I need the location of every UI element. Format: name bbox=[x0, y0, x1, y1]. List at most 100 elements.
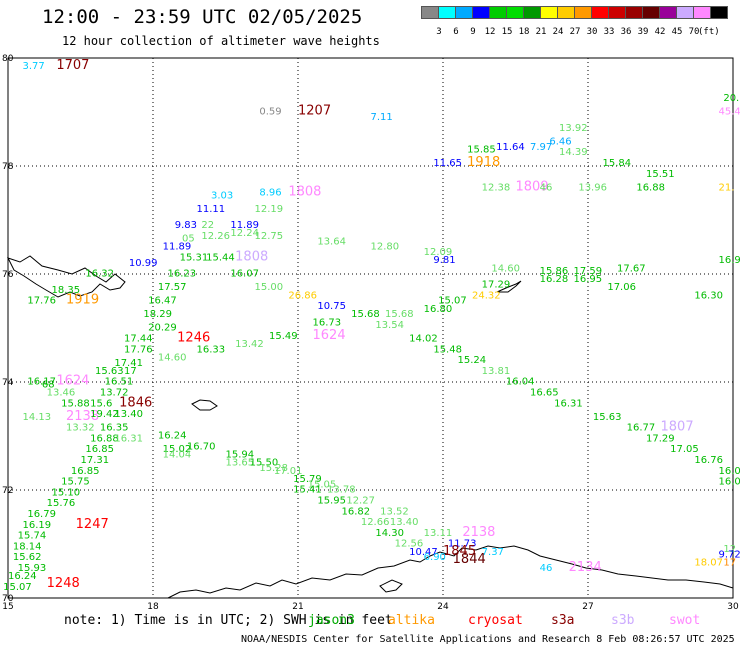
observation-labels: 3.77 1707 0.59 1207 7.11 20.1 45.4 13.92 6.46 11.… bbox=[3, 58, 740, 593]
pass-time-label: 2134 bbox=[569, 560, 602, 575]
wave-height-label: 15.28 bbox=[259, 463, 288, 474]
wave-height-label: 16.85 bbox=[71, 466, 100, 477]
color-scale-label: 9 bbox=[470, 27, 476, 37]
wave-height-label: 17 bbox=[723, 558, 736, 569]
color-scale-label: 24 bbox=[552, 27, 564, 37]
wave-height-label: 7.97 bbox=[530, 142, 552, 153]
wave-height-label: 15.44 bbox=[206, 253, 235, 264]
wave-height-label: 11.64 bbox=[496, 142, 525, 153]
wave-height-label: 16.73 bbox=[313, 317, 342, 328]
wave-height-label: 9.72 bbox=[719, 550, 740, 561]
wave-height-label: 10.47 bbox=[409, 547, 438, 558]
wave-height-label: 26.86 bbox=[288, 290, 317, 301]
wave-height-label: 16.9 bbox=[719, 255, 740, 266]
wave-height-label: 15.68 bbox=[351, 309, 380, 320]
wave-height-label: 13.40 bbox=[114, 409, 143, 420]
wave-height-label: 16.77 bbox=[627, 423, 656, 434]
wave-height-label: 15.10 bbox=[52, 487, 81, 498]
wave-height-label: 15.31 bbox=[180, 253, 209, 264]
wave-height-label: 45.4 bbox=[719, 107, 740, 118]
lofoten-coast bbox=[379, 579, 403, 593]
wave-height-label: 16.09 bbox=[719, 477, 740, 488]
wave-height-label: 17.06 bbox=[607, 282, 636, 293]
longitude-tick-label: 27 bbox=[582, 602, 593, 612]
wave-height-label: 16.35 bbox=[100, 423, 129, 434]
wave-height-label: 16.33 bbox=[197, 344, 226, 355]
pass-time-label: 1248 bbox=[47, 576, 80, 591]
wave-height-label: 14.60 bbox=[158, 352, 187, 363]
wave-height-label: 6.46 bbox=[549, 136, 571, 147]
wave-height-label: 13.42 bbox=[235, 339, 264, 350]
credit-line: NOAA/NESDIS Center for Satellite Applica… bbox=[241, 634, 735, 645]
wave-height-label: 18.14 bbox=[13, 541, 42, 552]
wave-height-label: 16.51 bbox=[105, 377, 134, 388]
wave-height-label: 15.07 bbox=[438, 296, 467, 307]
wave-height-label: 15.63 bbox=[593, 412, 622, 423]
wave-height-label: 17.01 bbox=[274, 466, 303, 477]
wave-height-label: 16.79 bbox=[27, 509, 56, 520]
pass-time-label: 1844 bbox=[453, 552, 486, 567]
wave-height-label: 68 bbox=[42, 379, 55, 390]
wave-height-label: 10.99 bbox=[129, 258, 158, 269]
wave-height-label: 16.80 bbox=[424, 304, 453, 315]
kong-karl-coast bbox=[496, 280, 522, 293]
wave-height-label: 3.77 bbox=[23, 61, 45, 72]
longitude-tick-label: 18 bbox=[147, 602, 159, 612]
color-scale-label: 27 bbox=[569, 27, 581, 37]
wave-height-label: 13.64 bbox=[317, 236, 346, 247]
wave-height-label: 16.02 bbox=[719, 466, 740, 477]
color-scale-label: 18 bbox=[518, 27, 530, 37]
wave-height-label: 11.11 bbox=[197, 204, 226, 215]
pass-time-label: 1845 bbox=[443, 544, 476, 559]
pass-time-label: 1809 bbox=[516, 179, 549, 194]
pass-time-label: 2138 bbox=[462, 525, 495, 540]
wave-height-label: 15.88 bbox=[61, 398, 90, 409]
wave-height-label: 17.41 bbox=[114, 358, 143, 369]
wave-height-label: 17.76 bbox=[27, 296, 56, 307]
wave-height-label: 16.07 bbox=[230, 269, 259, 280]
color-scale-unit: (ft) bbox=[698, 27, 720, 37]
wave-height-label: 6.90 bbox=[424, 552, 446, 563]
wave-height-label: 20.29 bbox=[148, 323, 177, 334]
wave-height-label: 0.59 bbox=[259, 107, 281, 118]
color-scale-label: 30 bbox=[586, 27, 598, 37]
pass-time-label: 1624 bbox=[313, 328, 346, 343]
color-scale-label: 33 bbox=[603, 27, 615, 37]
wave-height-label: 16.31 bbox=[114, 433, 143, 444]
satellite-legend-item: altika bbox=[388, 613, 435, 628]
wave-height-label: 13.11 bbox=[424, 528, 453, 539]
wave-height-label: 17 bbox=[124, 366, 137, 377]
wave-height-label: 20.1 bbox=[723, 93, 740, 104]
pass-time-label: 1247 bbox=[76, 517, 109, 532]
longitude-tick-label: 15 bbox=[2, 602, 13, 612]
wave-height-label: 13.81 bbox=[482, 366, 511, 377]
wave-height-label: 14.39 bbox=[559, 147, 588, 158]
wave-height-label: 15.74 bbox=[18, 531, 47, 542]
wave-height-label: 16.28 bbox=[540, 274, 569, 285]
wave-height-label: 11.73 bbox=[448, 539, 477, 550]
latitude-tick-label: 78 bbox=[2, 162, 14, 172]
longitude-tick-label: 30 bbox=[727, 602, 739, 612]
wave-height-label: 17.29 bbox=[482, 280, 511, 291]
wave-height-label: 14.60 bbox=[491, 263, 520, 274]
wave-height-label: 14.30 bbox=[375, 528, 404, 539]
wave-height-label: 18.35 bbox=[52, 285, 81, 296]
latitude-tick-label: 74 bbox=[2, 378, 14, 388]
wave-height-label: 15.95 bbox=[317, 496, 346, 507]
pass-time-label: 1246 bbox=[177, 331, 210, 346]
color-scale-legend: 3 6 9 12 15 18 21 24 27 30 33 36 39 42 45 70 (ft) bbox=[421, 6, 728, 37]
wave-height-label: 16.82 bbox=[342, 506, 371, 517]
satellite-legend-item: s3b bbox=[611, 613, 635, 628]
wave-height-label: 15.76 bbox=[47, 498, 76, 509]
wave-height-label: 15.93 bbox=[18, 563, 47, 574]
color-scale-label: 21 bbox=[535, 27, 547, 37]
norway-coast bbox=[167, 545, 734, 599]
pass-time-label: 1919 bbox=[66, 293, 99, 308]
color-scale-label: 36 bbox=[620, 27, 632, 37]
latitude-tick-label: 70 bbox=[2, 594, 14, 604]
wave-height-label: 12.75 bbox=[255, 231, 284, 242]
color-scale-swatch bbox=[710, 6, 728, 19]
wave-height-label: 13.40 bbox=[390, 517, 419, 528]
wave-height-label: 13.54 bbox=[375, 320, 404, 331]
